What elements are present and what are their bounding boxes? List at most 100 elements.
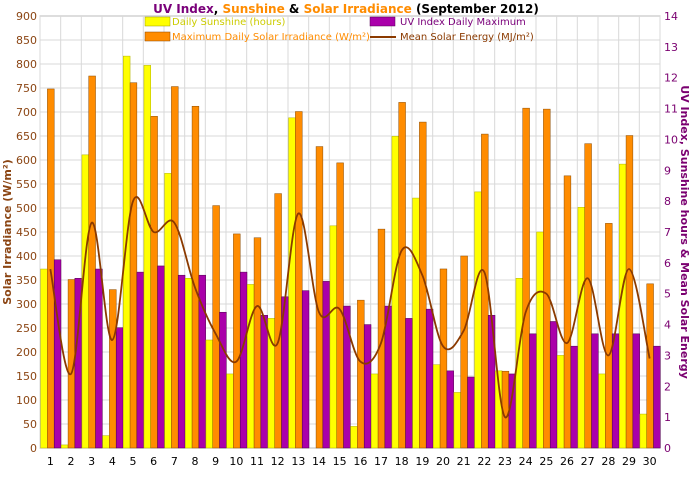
right-tick-label: 1	[664, 411, 671, 424]
x-tick-label: 11	[250, 455, 264, 468]
bar-irradiance	[47, 88, 55, 449]
x-tick-label: 14	[312, 455, 326, 468]
left-tick-label: 750	[16, 82, 37, 95]
left-tick-label: 200	[16, 346, 37, 359]
bar-irradiance	[584, 143, 592, 449]
bar-sunshine	[81, 154, 89, 449]
right-axis-title: UV Index, Sunshine hours & Mean Solar En…	[678, 85, 691, 379]
bar-irradiance	[481, 133, 489, 449]
bar-irradiance	[543, 108, 551, 449]
bar-uv	[405, 318, 413, 449]
left-tick-label: 250	[16, 322, 37, 335]
left-tick-label: 50	[23, 418, 37, 431]
x-tick-label: 9	[212, 455, 219, 468]
bar-sunshine	[123, 55, 131, 449]
bar-uv	[53, 259, 62, 449]
right-tick-label: 12	[664, 72, 678, 85]
left-tick-label: 0	[30, 442, 37, 455]
legend-swatch-irradiance	[144, 31, 171, 42]
bar-uv	[446, 370, 454, 449]
x-tick-label: 12	[271, 455, 285, 468]
bar-uv	[549, 321, 558, 449]
legend-label-sunshine: Daily Sunshine (hours)	[172, 17, 286, 28]
bar-sunshine	[226, 373, 234, 449]
bar-sunshine	[267, 318, 275, 449]
bar-irradiance	[295, 111, 303, 449]
bar-sunshine	[536, 231, 544, 449]
x-tick-label: 10	[229, 455, 243, 468]
left-tick-label: 850	[16, 34, 37, 47]
bar-uv	[611, 333, 620, 449]
left-tick-label: 500	[16, 202, 37, 215]
energy-line-layer	[49, 196, 651, 419]
title-sep1: ,	[214, 2, 223, 16]
left-tick-label: 550	[16, 178, 37, 191]
bar-sunshine	[557, 355, 565, 449]
bar-sunshine	[288, 117, 296, 449]
bar-irradiance	[357, 299, 365, 449]
legend-swatch-uv	[369, 16, 396, 27]
bar-uv	[260, 315, 268, 449]
bar-uv	[384, 305, 392, 449]
bar-uv	[198, 274, 206, 449]
bar-uv	[529, 333, 537, 449]
x-tick-label: 25	[539, 455, 553, 468]
x-tick-label: 28	[601, 455, 615, 468]
legend-label-irradiance: Maximum Daily Solar Irradiance (W/m²)	[172, 32, 370, 43]
left-tick-label: 450	[16, 226, 37, 239]
bar-uv	[177, 274, 186, 449]
bar-sunshine	[598, 373, 606, 449]
x-tick-label: 21	[457, 455, 471, 468]
left-tick-label: 400	[16, 250, 37, 263]
energy-line	[49, 196, 651, 419]
x-tick-label: 26	[560, 455, 574, 468]
bar-uv	[343, 305, 351, 449]
left-tick-label: 800	[16, 58, 37, 71]
x-tick-label: 1	[47, 455, 54, 468]
title-sunshine: Sunshine	[223, 2, 285, 16]
bar-sunshine	[371, 373, 379, 449]
right-tick-label: 8	[664, 195, 671, 208]
bar-sunshine	[639, 413, 647, 449]
legend: Daily Sunshine (hours) UV Index Daily Ma…	[144, 16, 534, 43]
bar-irradiance	[439, 268, 448, 449]
title-uv: UV Index	[153, 2, 214, 16]
bar-sunshine	[329, 225, 337, 449]
bar-sunshine	[350, 426, 358, 449]
left-axis-title: Solar Irradiance (W/m²)	[1, 159, 14, 305]
bar-irradiance	[109, 289, 117, 449]
right-tick-label: 10	[664, 133, 678, 146]
x-tick-label: 16	[353, 455, 367, 468]
bar-sunshine	[391, 136, 399, 449]
x-tick-label: 22	[477, 455, 491, 468]
bar-irradiance	[605, 223, 613, 449]
x-tick-label: 13	[291, 455, 305, 468]
x-tick-label: 18	[395, 455, 409, 468]
bar-uv	[239, 271, 248, 449]
bar-irradiance	[625, 135, 634, 449]
bar-irradiance	[563, 175, 572, 449]
right-tick-label: 0	[664, 442, 671, 455]
bar-sunshine	[247, 284, 255, 449]
bar-irradiance	[522, 107, 530, 449]
right-tick-label: 11	[664, 103, 678, 116]
left-axis-ticks: 0 50 100 150 200 250 300 350 400 450 500 550 600 650 7…	[16, 10, 37, 455]
bar-uv	[115, 327, 124, 449]
x-tick-label: 27	[581, 455, 595, 468]
x-tick-label: 24	[519, 455, 533, 468]
left-tick-label: 700	[16, 106, 37, 119]
bar-uv	[95, 268, 103, 449]
bar-irradiance	[171, 86, 179, 449]
bar-uv	[136, 271, 144, 449]
bar-sunshine	[474, 191, 482, 449]
x-tick-label: 15	[333, 455, 347, 468]
x-tick-label: 23	[498, 455, 512, 468]
right-tick-label: 13	[664, 41, 678, 54]
bar-sunshine	[164, 173, 172, 449]
x-tick-label: 5	[130, 455, 137, 468]
right-tick-label: 2	[664, 380, 671, 393]
legend-label-uv: UV Index Daily Maximum	[400, 17, 526, 28]
bar-irradiance	[274, 193, 282, 449]
